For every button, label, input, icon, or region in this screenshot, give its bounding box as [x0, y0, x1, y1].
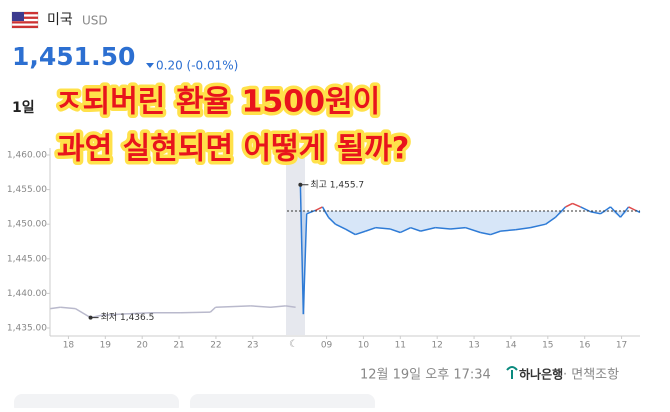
line-segment [580, 206, 591, 213]
line-segment [345, 228, 356, 236]
line-segment [355, 230, 366, 236]
line-segment [572, 202, 581, 208]
night-icon: ☾ [289, 339, 298, 350]
y-tick-label: 1,455.00 [7, 185, 47, 195]
down-arrow [146, 63, 154, 68]
line-segment [75, 307, 91, 319]
bank: 하나은행 [519, 367, 563, 382]
line-segment [335, 223, 346, 230]
x-tick-label: 10 [358, 341, 370, 351]
y-tick-label: 1,435.00 [7, 324, 47, 334]
line-segment [490, 230, 501, 236]
annotation: 최고 1,455.7 [310, 179, 364, 190]
line-segment [215, 305, 251, 308]
x-tick-label: 21 [173, 341, 184, 351]
line-segment [435, 226, 451, 230]
line-segment [420, 226, 436, 232]
x-tick-label: 09 [321, 341, 333, 351]
x-tick-label: 12 [431, 341, 442, 351]
x-tick-label: 15 [542, 341, 553, 351]
line-segment [450, 226, 466, 230]
x-tick-label: 22 [210, 341, 221, 351]
area [300, 211, 640, 315]
line-segment [399, 226, 411, 234]
x-tick-label: 20 [136, 341, 148, 351]
line-segment [250, 305, 271, 308]
y-tick-label: 1,460.00 [7, 151, 47, 161]
x-tick-label: 13 [468, 341, 479, 351]
line-segment [480, 231, 491, 236]
annotation: 최저 1,436.5 [101, 312, 155, 323]
line-segment [327, 216, 336, 225]
card [190, 394, 375, 412]
line-segment [565, 202, 573, 208]
line-segment [619, 206, 630, 218]
disclaimer[interactable]: · 면책조항 [563, 368, 619, 383]
line-segment [302, 213, 308, 315]
currency: USD [82, 14, 108, 28]
bank-logo [506, 366, 518, 379]
x-tick-label: 23 [247, 341, 258, 351]
y-tick-label: 1,450.00 [7, 220, 47, 230]
line-segment [590, 211, 601, 215]
line-segment [365, 226, 376, 232]
line-segment [609, 206, 621, 218]
line-segment [515, 226, 531, 231]
line-segment [50, 306, 61, 310]
line-segment [209, 306, 217, 313]
line-segment [555, 206, 567, 218]
line-segment [100, 313, 121, 317]
line-segment [390, 228, 401, 234]
x-tick-label: 14 [505, 341, 517, 351]
x-tick-label: 19 [100, 341, 112, 351]
line-segment [180, 311, 211, 314]
line-segment [530, 223, 546, 229]
line-segment [600, 206, 611, 215]
headline: ㅈ되버린 환율 1500원이 [55, 85, 380, 120]
line-segment [465, 226, 481, 234]
line-segment [315, 206, 323, 212]
line-segment [60, 306, 76, 310]
x-tick-label: 18 [63, 341, 75, 351]
headline: 과연 실현되면 어떻게 될까? [57, 132, 409, 167]
line-segment [628, 206, 636, 212]
change: 0.20 (-0.01%) [156, 59, 238, 73]
line-segment [299, 184, 305, 315]
x-tick-label: 11 [395, 341, 406, 351]
timestamp: 12월 19일 오후 17:34 [360, 368, 491, 383]
y-tick-label: 1,445.00 [7, 254, 47, 264]
line-segment [375, 226, 391, 230]
line-segment [285, 305, 296, 308]
line-segment [410, 226, 421, 232]
country: 미국 [47, 12, 73, 28]
line-segment [120, 312, 151, 315]
plot: 1,435.00 1,440.00 1,445.00 1,450.00 1,455.00… [7, 151, 641, 351]
y-tick-label: 1,440.00 [7, 289, 47, 299]
flag [11, 11, 39, 29]
x-tick-label: 16 [579, 341, 591, 351]
x-tick-label: 17 [616, 341, 627, 351]
card [14, 394, 179, 412]
line-segment [321, 206, 330, 218]
tab[interactable]: 1일 [12, 100, 35, 116]
line-segment [270, 305, 286, 308]
line-segment [545, 216, 556, 225]
line-segment [500, 228, 516, 232]
price: 1,451.50 [12, 42, 135, 71]
line-segment [306, 209, 316, 215]
